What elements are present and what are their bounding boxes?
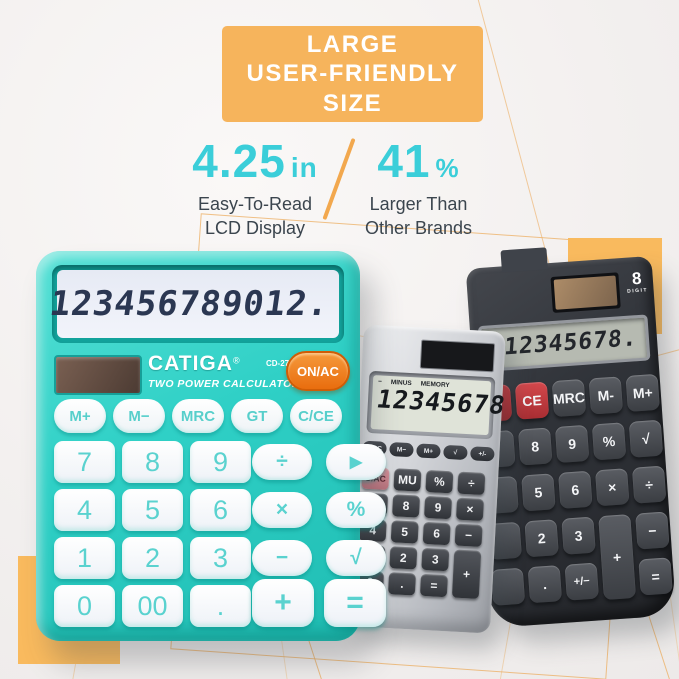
stat-caption: Larger Than Other Brands xyxy=(364,194,473,239)
key-cce: C/CE xyxy=(290,399,342,433)
solar-panel xyxy=(419,339,496,373)
lcd-display: − MINUS MEMORY 12345678 xyxy=(366,370,508,440)
calculator-stand-tab xyxy=(500,247,548,273)
key-8: 8 xyxy=(122,441,183,483)
clipped-key xyxy=(490,567,526,606)
key-mplus: M+ xyxy=(416,443,441,459)
stat-value: 4.25 in xyxy=(192,135,318,187)
stat-larger-percent: 41% Larger Than Other Brands xyxy=(336,138,501,241)
key-9: 9 xyxy=(190,441,251,483)
key-mminus: M− xyxy=(113,399,165,433)
key-2: 2 xyxy=(122,537,183,579)
key-plus: + xyxy=(252,579,314,627)
key-9: 9 xyxy=(554,424,590,463)
key-equals: = xyxy=(324,579,386,627)
digit-row: 1 2 3 xyxy=(54,537,252,579)
key-3: 3 xyxy=(190,537,251,579)
teal-calculator: 123456789012. CATIGA® CD-2786-12 TWO POW… xyxy=(36,251,386,641)
key-sqrt: √ xyxy=(628,419,664,458)
solar-panel xyxy=(550,272,621,313)
digit-row: 0 00 . xyxy=(54,585,252,627)
stat-display-size: 4.25 in Easy-To-Read LCD Display xyxy=(165,138,345,241)
key-gt: GT xyxy=(231,399,283,433)
key-multiply: × xyxy=(595,468,630,507)
digit-row: 4 5 6 xyxy=(54,489,252,531)
key-minus: − xyxy=(635,511,670,550)
solar-panel xyxy=(54,355,142,395)
key-6: 6 xyxy=(558,470,593,509)
key-plus: + xyxy=(451,549,482,599)
key-9: 9 xyxy=(423,495,453,520)
key-percent: % xyxy=(591,422,627,461)
key-3: 3 xyxy=(561,516,596,555)
headline-banner: LARGE USER-FRIENDLY SIZE xyxy=(222,26,483,122)
key-divide: ÷ xyxy=(457,471,486,496)
key-8: 8 xyxy=(518,427,553,466)
key-00: 00 xyxy=(122,585,183,627)
key-mminus: M- xyxy=(588,376,624,415)
key-mminus: M− xyxy=(389,442,414,458)
registered-mark: ® xyxy=(232,355,240,366)
key-1: 1 xyxy=(54,537,115,579)
bottom-operator-row: + = xyxy=(252,579,386,627)
headline-line3: SIZE xyxy=(322,89,383,117)
key-mplus: M+ xyxy=(54,399,106,433)
brand-name: CATIGA xyxy=(148,352,233,375)
key-5: 5 xyxy=(122,489,183,531)
key-0: 0 xyxy=(54,585,115,627)
lcd-display: 123456789012. xyxy=(47,265,344,343)
digit-row: 7 8 9 xyxy=(54,441,252,483)
key-8: 8 xyxy=(392,494,421,518)
key-6: 6 xyxy=(190,489,251,531)
key-decimal: . xyxy=(387,572,417,596)
key-divide: ÷ xyxy=(252,444,312,480)
key-4: 4 xyxy=(54,489,115,531)
digit-count-badge: 8 DIGIT xyxy=(627,268,649,295)
brand-block: CATIGA® CD-2786-12 TWO POWER CALCULATOR xyxy=(148,352,310,390)
key-plusminus: +/− xyxy=(564,562,599,601)
operator-row: × % xyxy=(252,492,386,528)
key-mplus: M+ xyxy=(625,373,660,412)
key-plusminus: +/- xyxy=(470,446,495,462)
headline-line1: LARGE xyxy=(306,31,399,59)
tagline: TWO POWER CALCULATOR xyxy=(148,378,300,390)
key-ce: CE xyxy=(514,381,550,420)
key-mrc: MRC xyxy=(551,378,587,418)
key-mrc: MRC xyxy=(172,399,224,433)
key-multiply: × xyxy=(252,492,312,528)
key-2: 2 xyxy=(389,546,418,570)
key-multiply: × xyxy=(455,497,485,521)
key-percent: % xyxy=(425,469,454,494)
operator-row: ÷ ▶ xyxy=(252,444,386,480)
key-divide: ÷ xyxy=(631,465,667,504)
key-7: 7 xyxy=(54,441,115,483)
key-equals: = xyxy=(638,557,673,596)
key-5: 5 xyxy=(521,473,556,512)
key-equals: = xyxy=(419,573,448,598)
key-sqrt: √ xyxy=(443,444,468,461)
headline-line2: USER-FRIENDLY xyxy=(246,60,459,88)
key-percent: % xyxy=(326,492,386,528)
key-decimal: . xyxy=(190,585,251,627)
key-minus: − xyxy=(252,540,312,576)
key-mu: MU xyxy=(393,468,422,492)
key-sqrt: √ xyxy=(326,540,386,576)
operator-row: − √ xyxy=(252,540,386,576)
key-5: 5 xyxy=(390,520,419,544)
key-on-ac: ON/AC xyxy=(286,351,350,391)
memory-key-row: M+ M− MRC GT C/CE xyxy=(54,399,342,433)
stat-value: 41% xyxy=(377,135,460,187)
stat-caption: Easy-To-Read LCD Display xyxy=(197,194,313,239)
key-advance: ▶ xyxy=(326,444,386,480)
key-6: 6 xyxy=(422,521,451,546)
key-decimal: . xyxy=(527,565,563,604)
key-plus: + xyxy=(598,514,637,601)
key-2: 2 xyxy=(524,519,559,558)
key-minus: − xyxy=(454,523,483,547)
key-3: 3 xyxy=(421,547,450,572)
